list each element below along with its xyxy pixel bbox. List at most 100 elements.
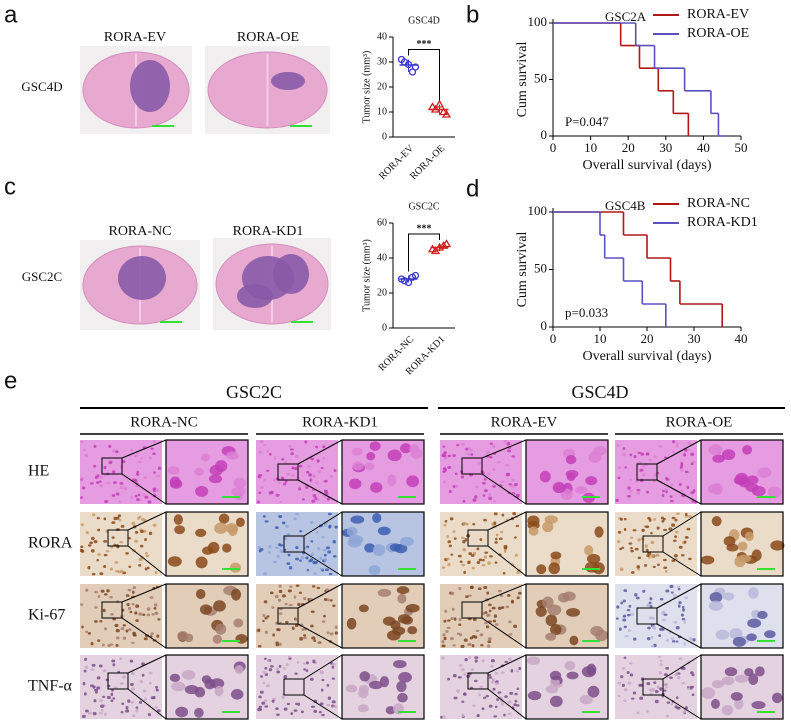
nucleus xyxy=(447,677,451,681)
significance-label: *** xyxy=(417,223,432,234)
nucleus xyxy=(495,682,499,686)
nucleus xyxy=(564,660,576,671)
zoom-connector xyxy=(127,545,167,577)
nucleus xyxy=(319,670,323,674)
nucleus xyxy=(300,710,304,714)
nucleus xyxy=(324,489,328,493)
nucleus xyxy=(113,481,117,484)
nucleus xyxy=(266,684,270,688)
nucleus xyxy=(312,494,317,498)
nucleus xyxy=(622,599,626,603)
nucleus xyxy=(633,455,637,459)
nucleus xyxy=(441,656,445,660)
nucleus xyxy=(484,621,488,625)
nucleus xyxy=(210,678,225,689)
nucleus xyxy=(507,712,512,716)
nucleus xyxy=(100,708,104,712)
nucleus xyxy=(230,689,244,700)
nucleus xyxy=(109,595,113,599)
nucleus xyxy=(148,681,152,685)
nucleus xyxy=(141,662,146,666)
x-tick-label: 50 xyxy=(735,140,748,155)
nucleus xyxy=(141,673,145,677)
nucleus xyxy=(99,620,103,623)
nucleus xyxy=(505,605,510,609)
nucleus xyxy=(659,627,664,631)
nucleus xyxy=(157,618,161,621)
x-tick-label: 40 xyxy=(735,331,748,346)
nucleus xyxy=(683,620,687,624)
x-tick-label: 30 xyxy=(659,140,672,155)
nucleus xyxy=(651,625,656,629)
nucleus xyxy=(151,613,155,616)
nucleus xyxy=(271,699,275,703)
nucleus xyxy=(333,469,337,473)
nucleus xyxy=(119,482,124,485)
y-axis-label: Tumor size (mm³) xyxy=(361,51,372,124)
nucleus xyxy=(634,593,638,597)
nucleus xyxy=(565,469,579,479)
nucleus xyxy=(127,699,131,703)
nucleus xyxy=(316,459,320,463)
nucleus xyxy=(661,618,666,622)
data-point xyxy=(430,104,441,113)
nucleus xyxy=(593,446,607,456)
nucleus xyxy=(125,709,130,713)
nucleus xyxy=(134,611,138,615)
nucleus xyxy=(89,684,94,688)
nucleus xyxy=(81,486,86,490)
nucleus xyxy=(320,688,324,692)
image-frame xyxy=(165,511,249,577)
nucleus xyxy=(446,557,450,561)
nucleus xyxy=(103,539,108,543)
nucleus xyxy=(112,449,115,453)
panel-label: a xyxy=(4,1,18,28)
image-frame xyxy=(165,654,249,720)
tumor xyxy=(237,284,273,308)
nucleus xyxy=(472,498,477,502)
nucleus xyxy=(278,584,282,588)
nucleus xyxy=(456,443,460,447)
nucleus xyxy=(278,612,283,615)
nucleus xyxy=(215,460,228,473)
nucleus xyxy=(493,512,498,516)
nucleus xyxy=(368,565,381,576)
data-point xyxy=(404,278,413,287)
nucleus xyxy=(656,526,660,530)
nucleus xyxy=(155,488,160,492)
nucleus xyxy=(500,671,505,674)
nucleus xyxy=(443,524,447,527)
nucleus xyxy=(311,552,314,557)
nucleus xyxy=(542,596,554,609)
nucleus xyxy=(621,666,626,670)
nucleus xyxy=(664,456,668,459)
nucleus xyxy=(566,607,581,617)
nucleus xyxy=(152,523,157,527)
nucleus xyxy=(526,656,541,665)
nucleus xyxy=(321,678,325,682)
nucleus xyxy=(331,677,336,680)
nucleus xyxy=(654,689,659,694)
nucleus xyxy=(137,493,141,497)
nucleus xyxy=(665,638,670,642)
nucleus xyxy=(194,707,204,718)
nucleus xyxy=(461,536,465,540)
nucleus xyxy=(300,556,305,560)
nucleus xyxy=(167,556,182,567)
nucleus xyxy=(106,695,111,700)
nucleus xyxy=(276,713,280,716)
nucleus xyxy=(309,521,314,525)
nucleus xyxy=(508,633,513,636)
nucleus xyxy=(169,673,181,682)
nucleus xyxy=(364,543,376,553)
nucleus xyxy=(666,701,671,704)
nucleus xyxy=(114,623,119,628)
nucleus xyxy=(393,659,407,669)
image-frame xyxy=(525,583,609,649)
nucleus xyxy=(675,640,679,643)
nucleus xyxy=(645,548,649,552)
nucleus xyxy=(295,584,300,587)
nucleus xyxy=(462,522,467,525)
nucleus xyxy=(662,610,666,614)
nucleus xyxy=(562,591,576,602)
